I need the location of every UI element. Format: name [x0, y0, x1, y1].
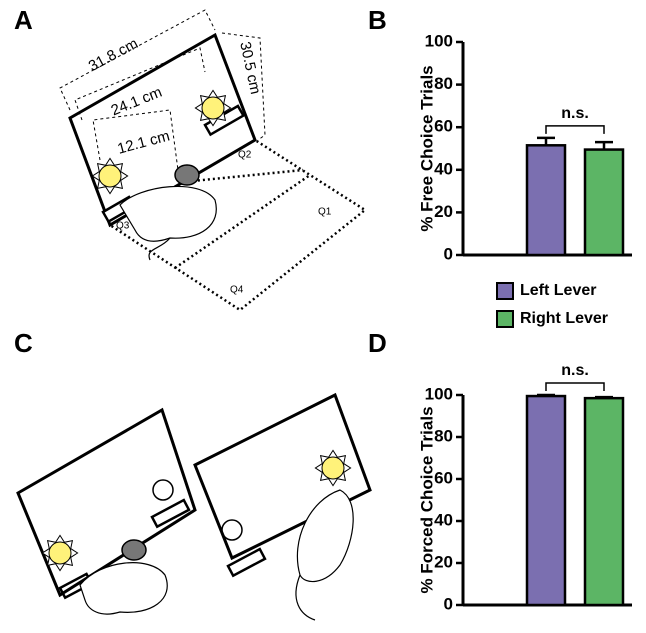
y-axis-label: % Free Choice Trials — [417, 65, 436, 231]
quadrant-label: Q1 — [318, 207, 332, 218]
y-tick-label: 60 — [434, 468, 453, 487]
legend-swatch — [497, 283, 513, 299]
y-tick-label: 40 — [434, 510, 453, 529]
y-axis-label: % Forced Choice Trials — [417, 406, 436, 593]
quadrant-label: Q4 — [230, 285, 244, 296]
annotation: n.s. — [561, 362, 589, 379]
legend-swatch — [497, 311, 513, 327]
dimension-label: 31.8 cm — [86, 35, 141, 75]
bar — [527, 396, 565, 605]
quadrant-label: Q3 — [116, 221, 130, 232]
legend-label: Right Lever — [520, 310, 608, 327]
y-tick-label: 0 — [444, 244, 453, 263]
panel-label: D — [368, 328, 387, 358]
y-tick-label: 20 — [434, 202, 453, 221]
annotation: n.s. — [561, 105, 589, 122]
light — [49, 542, 71, 564]
y-tick-label: 80 — [434, 426, 453, 445]
y-tick-label: 100 — [425, 31, 453, 50]
y-tick-label: 40 — [434, 159, 453, 178]
y-tick-label: 0 — [444, 594, 453, 613]
y-tick-label: 100 — [425, 384, 453, 403]
bar — [585, 150, 623, 255]
y-tick-label: 20 — [434, 552, 453, 571]
light — [322, 457, 344, 479]
light — [99, 165, 121, 187]
bar — [585, 398, 623, 605]
panel-label: C — [14, 328, 33, 358]
significance-bracket — [546, 126, 604, 134]
legend-label: Left Lever — [520, 282, 596, 299]
panel-label: B — [368, 5, 387, 35]
figure: A B C D 31.8 cm 30.5 cm 24.1 cm 12.1 cm … — [0, 0, 646, 628]
dimension-label: 30.5 cm — [236, 40, 264, 96]
light — [202, 97, 224, 119]
y-tick-label: 60 — [434, 117, 453, 136]
quadrant-label: Q2 — [238, 150, 252, 161]
significance-bracket — [546, 383, 604, 391]
bar — [527, 145, 565, 255]
panel-label: A — [14, 5, 33, 35]
y-tick-label: 80 — [434, 74, 453, 93]
forced-choice-diagram — [18, 395, 370, 620]
